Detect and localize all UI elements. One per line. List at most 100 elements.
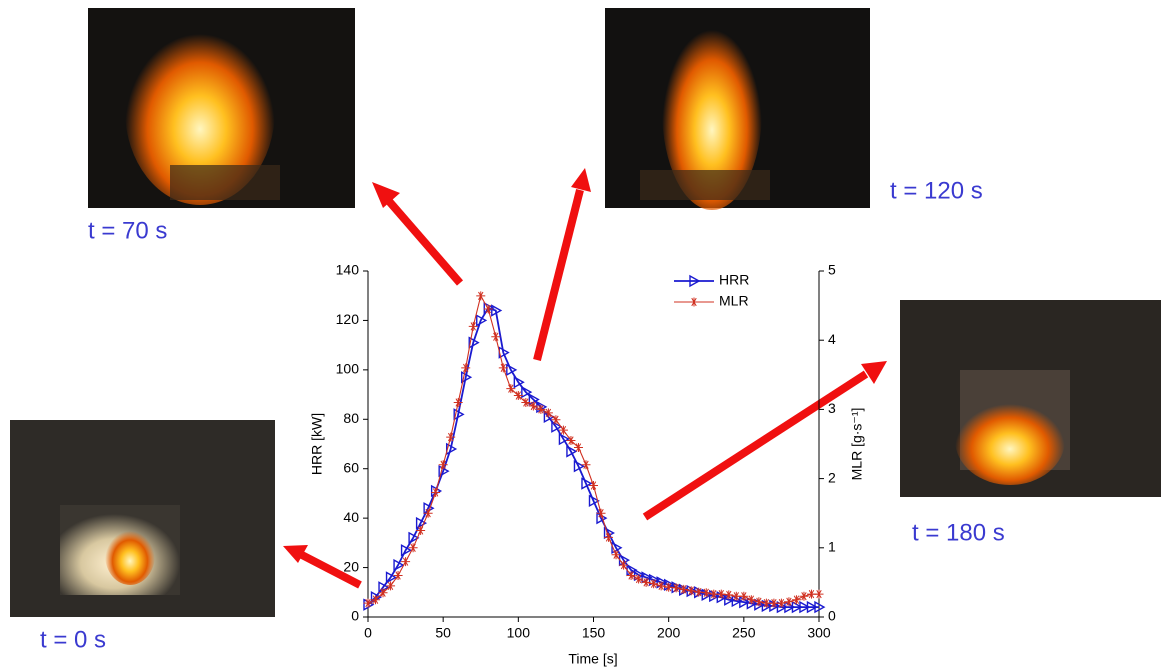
marker [393, 558, 405, 572]
y-tick-label: 20 [343, 558, 359, 574]
y-tick-label: 60 [343, 459, 359, 475]
marker [461, 363, 471, 373]
marker [709, 589, 719, 599]
y2-tick-label: 4 [828, 331, 836, 347]
marker [445, 442, 458, 456]
arrow [283, 168, 887, 589]
marker [634, 574, 644, 584]
marker [671, 583, 681, 593]
y-tick-label: 80 [343, 410, 359, 426]
marker [791, 595, 801, 605]
legend-label: MLR [719, 293, 749, 309]
marker [596, 508, 606, 518]
series-line [367, 306, 819, 609]
marker [806, 589, 816, 599]
marker [385, 571, 397, 584]
marker [611, 550, 621, 560]
y-tick-label: 0 [351, 608, 359, 624]
x-tick-label: 0 [364, 625, 372, 641]
marker [513, 376, 525, 389]
marker [716, 589, 726, 599]
marker [476, 291, 486, 301]
marker [573, 460, 585, 473]
marker [408, 531, 420, 545]
marker [371, 595, 381, 605]
marker [746, 595, 756, 605]
marker [513, 391, 523, 401]
marker [799, 600, 811, 614]
x-tick-label: 300 [807, 625, 831, 641]
marker [701, 588, 711, 598]
marker [415, 516, 428, 530]
marker [739, 591, 749, 601]
marker [604, 532, 614, 542]
marker [776, 598, 786, 608]
marker [543, 408, 553, 418]
marker [769, 598, 779, 608]
y2-tick-label: 2 [828, 469, 836, 485]
marker [528, 401, 538, 411]
marker [573, 442, 583, 452]
y-tick-label: 40 [343, 509, 359, 525]
marker [761, 598, 771, 608]
marker [521, 385, 533, 399]
y2-tick-label: 1 [828, 539, 836, 555]
photo [900, 300, 1161, 497]
x-tick-label: 50 [435, 625, 451, 641]
x-axis-label: Time [s] [568, 651, 617, 667]
marker [558, 425, 568, 435]
y2-tick-label: 0 [828, 608, 836, 624]
marker [386, 581, 396, 591]
marker [491, 332, 501, 342]
marker [656, 581, 666, 591]
y2-axis-label: MLR [g·s⁻¹] [849, 408, 865, 481]
caption: t = 70 s [88, 217, 167, 244]
y-axis-label: HRR [kW] [309, 413, 325, 475]
y2-tick-label: 5 [828, 262, 836, 278]
marker [694, 587, 704, 597]
marker [416, 526, 426, 535]
caption: t = 0 s [40, 626, 106, 653]
marker [588, 494, 600, 508]
marker [468, 336, 480, 349]
marker [581, 477, 593, 490]
marker [754, 597, 764, 607]
photo [10, 420, 275, 617]
marker [679, 584, 689, 594]
photo [605, 8, 870, 210]
marker [558, 432, 570, 446]
marker [498, 363, 508, 373]
x-tick-label: 100 [507, 625, 531, 641]
marker [506, 384, 516, 394]
marker [791, 600, 803, 614]
marker [453, 397, 463, 407]
marker [799, 591, 809, 601]
legend-marker [689, 297, 699, 307]
marker [476, 314, 488, 327]
marker [649, 579, 659, 589]
marker [401, 557, 411, 567]
y2-tick-label: 3 [828, 400, 836, 416]
x-tick-label: 200 [657, 625, 681, 641]
marker [461, 371, 473, 384]
y-tick-label: 140 [336, 262, 360, 278]
marker [566, 445, 578, 458]
marker [468, 321, 478, 331]
legend-label: HRR [719, 272, 749, 288]
marker [423, 508, 433, 518]
marker [724, 590, 734, 600]
x-tick-label: 250 [732, 625, 756, 641]
marker [446, 432, 456, 442]
marker [521, 397, 531, 407]
marker [393, 570, 403, 580]
marker [431, 487, 441, 497]
caption: t = 180 s [912, 519, 1005, 546]
marker [491, 304, 503, 317]
marker [438, 460, 448, 470]
marker [536, 404, 546, 414]
marker [589, 481, 598, 491]
marker [814, 600, 826, 614]
marker [408, 543, 418, 553]
